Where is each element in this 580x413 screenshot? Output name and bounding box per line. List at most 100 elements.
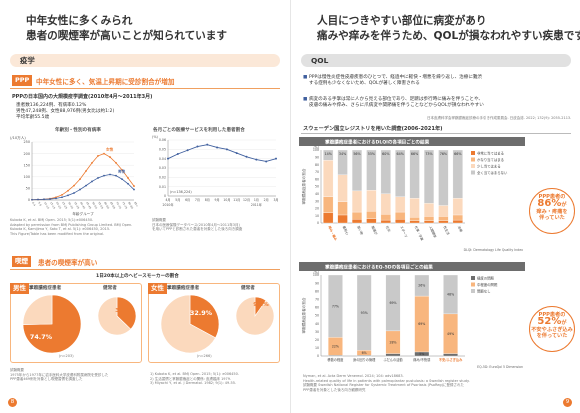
female-n: (n=266): [197, 354, 212, 358]
ppp-headline: 中年女性に多く、気温上昇期に受診割合が増加: [36, 78, 175, 86]
month-year-label: 2011年: [251, 202, 262, 207]
bar-segment: [452, 214, 463, 221]
left-page: 中年女性に多くみられ 患者の喫煙率が高いことが知られています 疫学 PPP 中年…: [8, 15, 280, 407]
right-reference: Nyman, et al. Acta Derm Venereol. 2024; …: [303, 374, 470, 392]
bar-top-label: 66%: [411, 152, 418, 156]
bar-segment: [380, 149, 391, 194]
bar-segment: [380, 214, 391, 221]
month-y-tick: 0.01: [159, 185, 166, 189]
bar-segment: [409, 198, 420, 218]
survey-stats: 患者数136,224例、有病率0.12% 男性47,248例、女性88,976例…: [16, 103, 115, 120]
age-y-unit: (/10万人): [10, 135, 26, 140]
bar-segment: [366, 190, 377, 212]
age-point: [79, 188, 81, 191]
legend-label: 中程度の問題: [477, 282, 498, 287]
legend-label: 問題なし: [477, 289, 491, 294]
month-n-label: (n=136,224): [170, 190, 192, 194]
pie-slice: [235, 296, 275, 336]
bar-segment: [323, 212, 334, 224]
ppp-tag: PPP: [12, 75, 33, 86]
bar-segment: [443, 274, 458, 315]
chart-y-tick: 30: [315, 330, 319, 334]
pie-slice: [189, 294, 220, 339]
chart-y-tick: 60: [315, 306, 319, 310]
reference-2: 試験概要 日本の医療保険データベース(2010年4月〜2011年3月) を用いて…: [152, 218, 243, 232]
female-healthy-pie: 9.8%: [235, 296, 275, 336]
bar-segment: [385, 274, 401, 332]
bar-category-label: 痒み・痛み: [327, 225, 339, 242]
age-y-tick: 200: [24, 152, 30, 156]
month-x-tick: 5月: [175, 198, 180, 202]
bar-segment: [323, 196, 334, 213]
swedish-survey-title: スウェーデン国立レジストリを用いた調査(2006-2021年): [303, 126, 443, 132]
page-number-left: 8: [8, 398, 17, 407]
section-epidemiology-bar: 疫学: [10, 54, 280, 67]
age-x-label: 年齢グループ: [72, 211, 94, 216]
month-year-label: 2010年: [163, 202, 174, 207]
bar-segment: [452, 219, 463, 224]
month-x-tick: 4月: [165, 198, 170, 202]
chart-y-tick: 40: [315, 322, 319, 326]
age-y-tick: 100: [24, 175, 30, 179]
age-point: [127, 177, 129, 179]
chart-y-tick: 0: [317, 221, 319, 225]
month-point: [225, 148, 228, 151]
bar-category-label: 人間関係: [428, 225, 438, 239]
bar-category-label: 羞恥心: [342, 225, 351, 237]
legend-swatch: [471, 151, 475, 155]
chart-title-bar: [299, 262, 525, 271]
age-point: [31, 198, 33, 201]
chart-y-tick: 10: [315, 346, 319, 350]
bar-segment-label: 49%: [447, 332, 454, 336]
month-x-tick: 1月: [254, 198, 259, 202]
pie-slice: [97, 296, 132, 336]
bullet-icon: ■: [303, 75, 309, 80]
age-point: [49, 198, 51, 200]
age-x-tick: 0-4: [31, 201, 37, 207]
bar-top-label: 56%: [353, 152, 360, 156]
bar-segment: [409, 217, 420, 221]
bar-segment: [452, 149, 463, 199]
bar-segment: [337, 214, 348, 224]
age-y-tick: 0: [28, 198, 30, 202]
age-point: [133, 185, 135, 187]
bar-segment-label: 5%: [419, 352, 424, 356]
month-point: [206, 143, 209, 146]
age-x-tick: 30-34: [67, 201, 74, 210]
age-point: [85, 184, 87, 187]
month-point: [196, 145, 199, 148]
eq5d-callout: PPP患者の52%が 不安やふさぎ込み を伴っていた: [529, 306, 575, 352]
bar-segment-label: 22%: [332, 344, 339, 348]
male-n: (n=203): [59, 354, 74, 358]
bar-segment: [351, 219, 363, 224]
month-y-tick: 0.02: [159, 176, 166, 180]
month-x-tick: 8月: [205, 198, 210, 202]
month-y-tick: 0.03: [159, 166, 166, 170]
bar-segment: [328, 274, 343, 338]
age-point: [43, 198, 45, 201]
age-point: [109, 173, 111, 176]
chart-y-tick: 40: [315, 192, 319, 196]
month-point: [275, 157, 277, 160]
chart-y-tick: 50: [315, 314, 319, 318]
bullet-icon: ■: [303, 97, 309, 102]
male-tag: 男性: [10, 283, 29, 294]
age-x-tick: 10-14: [43, 201, 50, 210]
bar-top-label: 14%: [325, 152, 332, 156]
qol-bullet-1: ■ PPPは慢性炎症性皮膚疾患のひとつで、経過中に軽快・増悪を繰り返し、治療に難…: [303, 75, 483, 87]
pie-value-label: 32.9%: [190, 309, 213, 317]
bar-segment: [380, 219, 391, 224]
bar-segment-label: 6%: [362, 351, 367, 355]
month-point: [186, 149, 189, 152]
month-x-tick: 2月: [264, 198, 269, 202]
female-tag: 女性: [148, 283, 167, 294]
age-x-tick: 25-29: [61, 201, 68, 210]
bar-top-label: 55%: [368, 152, 375, 156]
ppp-headline-rule: [10, 88, 280, 89]
legend-swatch: [471, 164, 475, 168]
smoking-tag: 喫煙: [12, 256, 31, 267]
legend-label: かなり当てはまる: [477, 157, 504, 162]
bar-segment-label: 69%: [389, 301, 396, 305]
month-chart-title: 各月ごとの医療サービスを利用した患者割合: [153, 128, 245, 133]
age-x-tick: 50-54: [91, 201, 98, 210]
